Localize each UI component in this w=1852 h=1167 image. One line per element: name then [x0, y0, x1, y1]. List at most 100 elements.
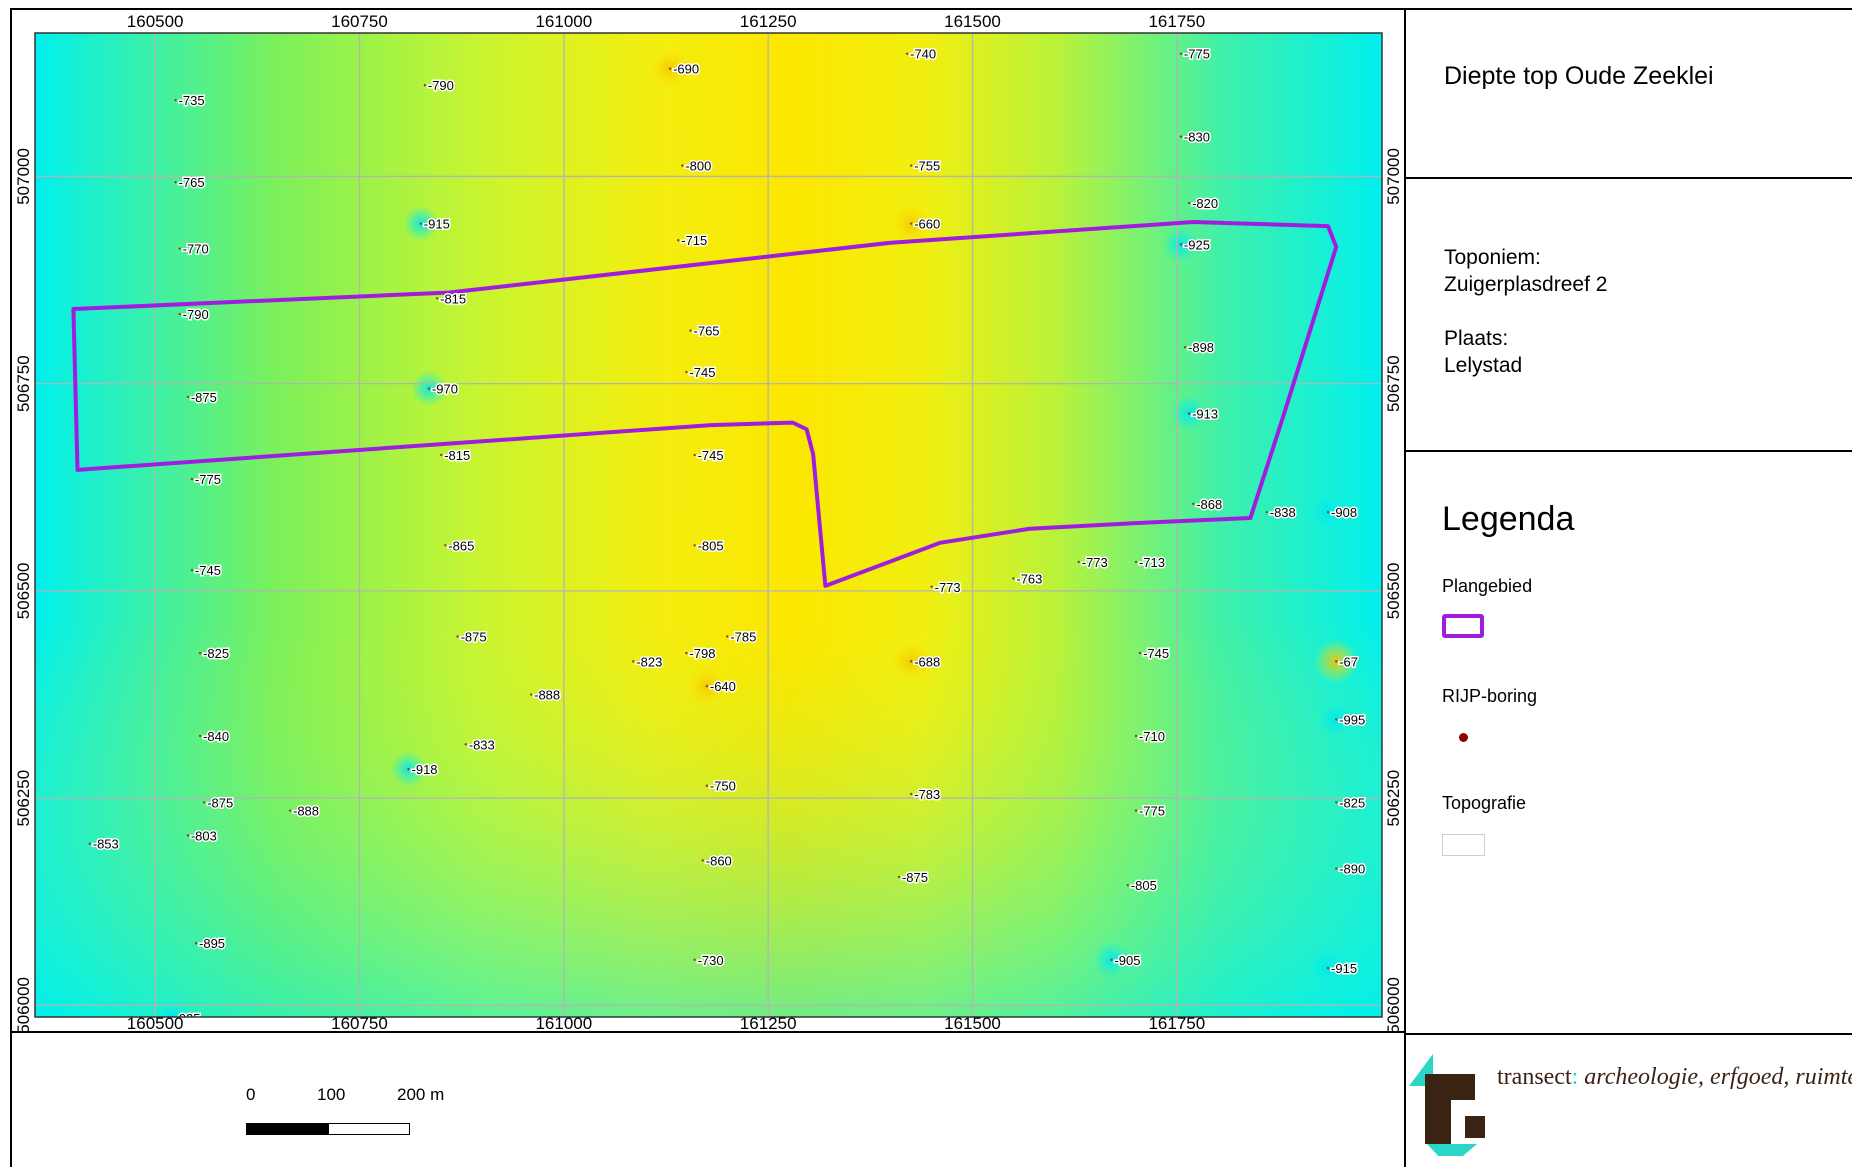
low-spot — [153, 999, 190, 1017]
x-tick-label-bottom: 161250 — [740, 1014, 797, 1033]
boring-point — [198, 651, 202, 655]
boring-point — [705, 685, 709, 688]
boring-point — [1134, 560, 1138, 564]
plaats-value: Lelystad — [1444, 354, 1523, 377]
legend-plangebied-swatch — [1442, 614, 1484, 638]
boring-depth-label: -925 — [174, 1011, 200, 1026]
boring-point — [693, 453, 696, 457]
y-tick-label-left: 507000 — [14, 148, 33, 205]
boring-point — [1126, 883, 1130, 887]
y-tick-label-right: 507000 — [1384, 148, 1403, 205]
boring-point — [1134, 734, 1138, 738]
boring-depth-label: -660 — [914, 217, 940, 232]
y-tick-label-right: 506750 — [1384, 355, 1403, 412]
boring-depth-label: -763 — [1016, 571, 1042, 586]
boring-depth-label: -800 — [685, 159, 711, 174]
boring-point — [1179, 243, 1183, 246]
boring-point — [693, 544, 696, 547]
logo-tagline: archeologie, erfgoed, ruimte — [1584, 1064, 1852, 1090]
transect-logo-mark-icon — [1409, 1054, 1485, 1156]
x-tick-label-top: 160500 — [127, 12, 184, 31]
boring-depth-label: -970 — [432, 382, 458, 397]
transect-logo-text: transect: archeologie, erfgoed, ruimte — [1497, 1064, 1852, 1091]
boring-point — [1012, 577, 1015, 580]
boring-depth-label: -830 — [1184, 130, 1210, 145]
boring-depth-label: -865 — [448, 538, 474, 553]
boring-point — [178, 247, 181, 250]
toponiem-label: Toponiem: — [1444, 246, 1541, 269]
boring-depth-label: -918 — [412, 762, 438, 777]
boring-point — [407, 767, 410, 771]
boring-depth-label: -995 — [1339, 712, 1365, 727]
boring-depth-label: -908 — [1331, 505, 1357, 520]
legend-title: Legenda — [1442, 500, 1575, 538]
boring-depth-label: -913 — [1192, 407, 1218, 422]
boring-point — [198, 734, 202, 738]
boring-point — [427, 387, 431, 390]
boring-point — [910, 660, 913, 663]
boring-depth-label: -640 — [710, 679, 736, 694]
boring-point — [174, 98, 177, 102]
map-canvas[interactable]: -735 -790 -690 -740 -775 -830 -765 -915 -800 -755… — [10, 8, 1405, 1033]
boring-depth-label: -825 — [1339, 795, 1365, 810]
boring-depth-label: -730 — [698, 953, 724, 968]
boring-point — [288, 809, 292, 812]
boring-point — [1335, 660, 1338, 663]
boring-depth-label: -805 — [698, 538, 724, 553]
location-spacer — [1444, 298, 1607, 325]
y-tick-label-right: 506250 — [1384, 770, 1403, 827]
y-tick-label-right: 506500 — [1384, 563, 1403, 620]
boring-point — [444, 544, 447, 547]
boring-point — [681, 164, 684, 167]
boring-point — [440, 453, 443, 457]
boring-point — [1335, 867, 1338, 870]
boring-depth-label: -803 — [191, 828, 217, 843]
map-title: Diepte top Oude Zeeklei — [1444, 62, 1714, 90]
boring-depth-label: -805 — [1131, 878, 1157, 893]
y-tick-label-left: 506750 — [14, 355, 33, 412]
x-tick-label-top: 161500 — [944, 12, 1001, 31]
map-inner-border — [34, 32, 1383, 1018]
boring-point — [419, 222, 422, 225]
plangebied-polygon[interactable] — [71, 220, 1339, 588]
boring-depth-label: -905 — [1114, 953, 1140, 968]
boring-depth-label: -888 — [534, 688, 560, 703]
boring-point — [190, 477, 194, 481]
boring-point — [456, 635, 459, 638]
boring-depth-label: -773 — [1082, 555, 1108, 570]
boring-point — [186, 395, 190, 399]
boring-point — [1187, 201, 1191, 205]
y-tick-label-left: 506500 — [14, 563, 33, 620]
boring-depth-label: -875 — [461, 629, 487, 644]
boring-depth-label: -710 — [1139, 729, 1165, 744]
boring-point — [685, 370, 688, 374]
boring-point — [178, 312, 181, 316]
map-panel[interactable]: -735 -790 -690 -740 -775 -830 -765 -915 -800 -755… — [10, 8, 1405, 1033]
boring-point — [1138, 651, 1142, 655]
boring-point — [1179, 135, 1183, 138]
boring-depth-label: -915 — [1331, 961, 1357, 976]
boring-point — [1134, 809, 1138, 812]
boring-depth-label: -785 — [730, 629, 756, 644]
boring-point — [632, 660, 635, 663]
boring-depth-label: -775 — [1139, 804, 1165, 819]
boring-depth-label: -888 — [293, 804, 319, 819]
boring-depth-label: -688 — [914, 654, 940, 669]
x-tick-label-top: 161250 — [740, 12, 797, 31]
y-tick-label-left: 506250 — [14, 770, 33, 827]
boring-depth-label: -67 — [1339, 654, 1358, 669]
scale-label-100: 100 — [317, 1085, 346, 1104]
boring-depth-label: -690 — [673, 62, 699, 77]
boring-depth-label: -875 — [207, 795, 233, 810]
boring-point — [186, 834, 190, 837]
boring-point — [202, 801, 206, 804]
boring-depth-label: -745 — [1143, 646, 1169, 661]
scale-label-200: 200 m — [397, 1085, 445, 1104]
scale-bar: 0 100 200 m — [246, 1085, 446, 1145]
boring-point — [1179, 52, 1183, 55]
x-tick-label-top: 161750 — [1148, 12, 1205, 31]
boring-point — [1335, 801, 1338, 804]
boring-depth-label: -775 — [1184, 47, 1210, 62]
boring-depth-label: -853 — [93, 837, 119, 852]
boring-depth-label: -838 — [1270, 505, 1296, 520]
